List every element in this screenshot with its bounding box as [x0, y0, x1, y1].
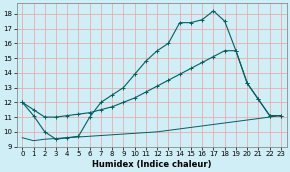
- X-axis label: Humidex (Indice chaleur): Humidex (Indice chaleur): [92, 159, 211, 169]
